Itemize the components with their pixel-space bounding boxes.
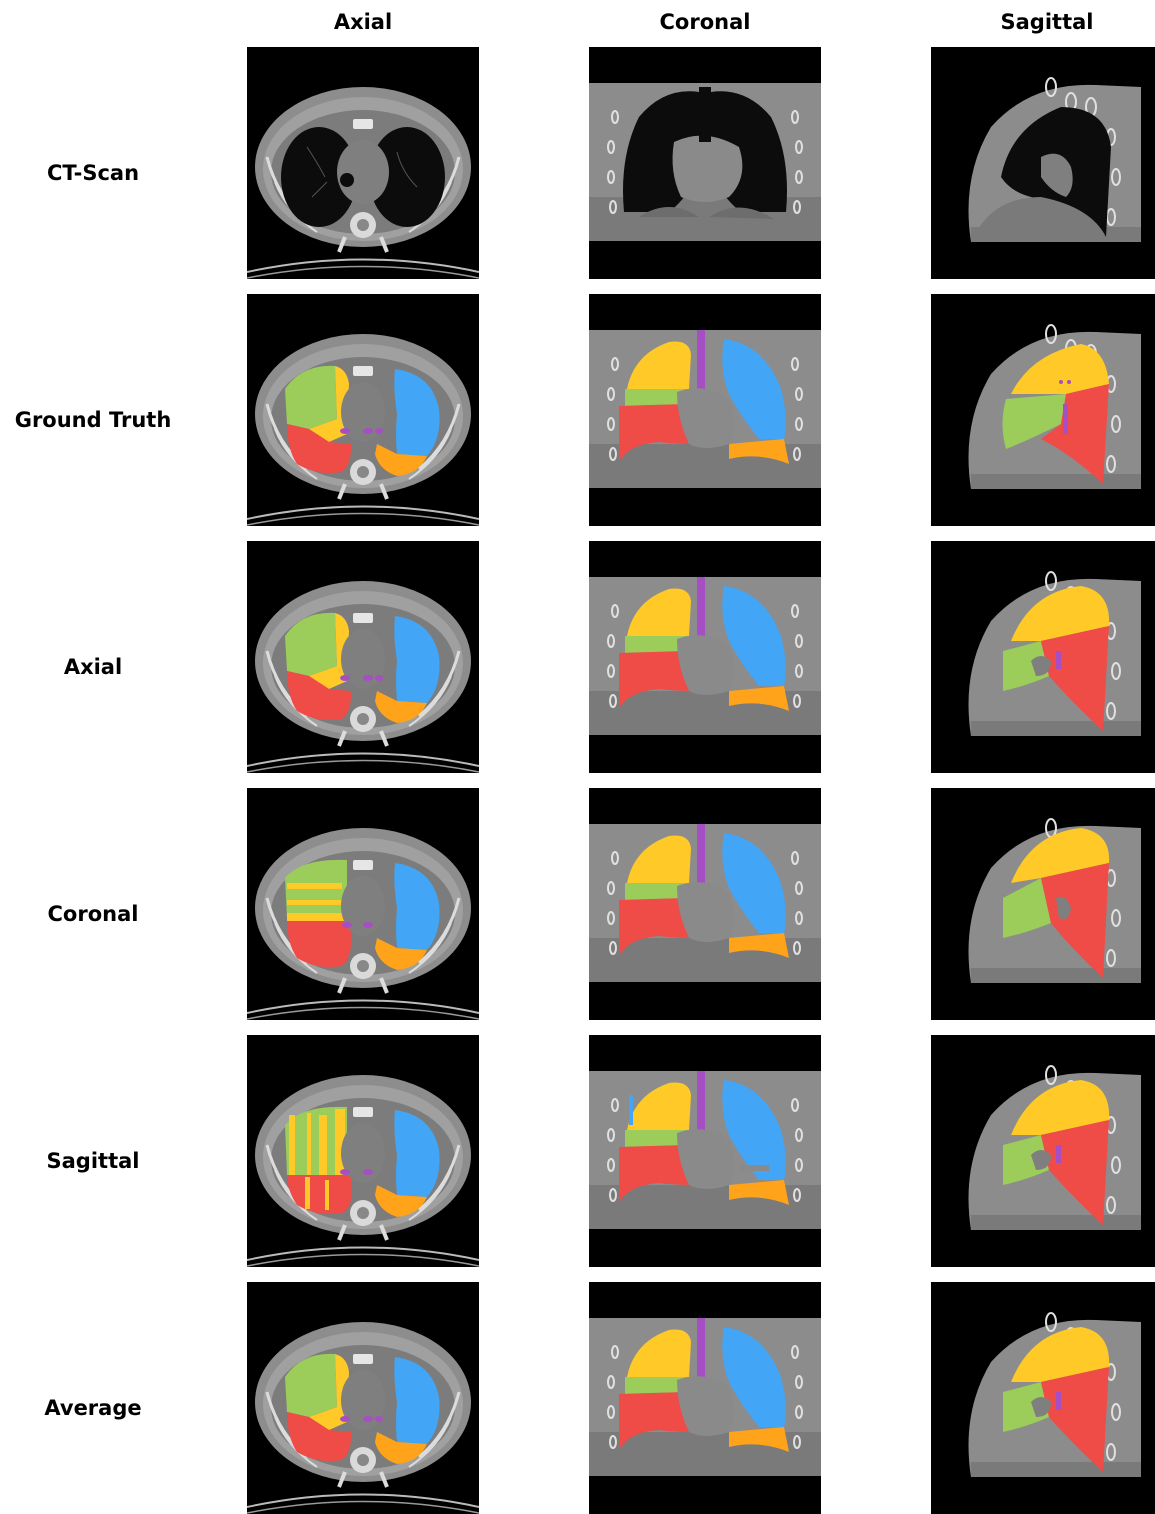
row-label-average: Average bbox=[44, 1396, 142, 1420]
row-label-axial: Axial bbox=[63, 655, 123, 679]
column-header-sagittal: Sagittal bbox=[1000, 10, 1094, 34]
panel-ground-truth-coronal-view bbox=[589, 294, 821, 526]
panel-ground-truth-sagittal-view bbox=[931, 294, 1155, 526]
panel-sagittal-axial-view bbox=[247, 1035, 479, 1267]
panel-ct-scan-sagittal-view bbox=[931, 47, 1155, 279]
panel-coronal-sagittal-view bbox=[931, 788, 1155, 1020]
panel-axial-sagittal-view bbox=[931, 541, 1155, 773]
panel-coronal-axial-view bbox=[247, 788, 479, 1020]
row-label-coronal: Coronal bbox=[47, 902, 139, 926]
column-header-coronal: Coronal bbox=[659, 10, 751, 34]
row-label-sagittal: Sagittal bbox=[46, 1149, 140, 1173]
panel-average-coronal-view bbox=[589, 1282, 821, 1514]
panel-axial-axial-view bbox=[247, 541, 479, 773]
panel-sagittal-coronal-view bbox=[589, 1035, 821, 1267]
column-header-axial: Axial bbox=[333, 10, 393, 34]
panel-axial-coronal-view bbox=[589, 541, 821, 773]
panel-ct-scan-coronal-view bbox=[589, 47, 821, 279]
panel-coronal-coronal-view bbox=[589, 788, 821, 1020]
panel-average-sagittal-view bbox=[931, 1282, 1155, 1514]
row-label-ground-truth: Ground Truth bbox=[14, 408, 172, 432]
panel-average-axial-view bbox=[247, 1282, 479, 1514]
panel-sagittal-sagittal-view bbox=[931, 1035, 1155, 1267]
row-label-ct-scan: CT-Scan bbox=[46, 161, 140, 185]
panel-ct-scan-axial-view bbox=[247, 47, 479, 279]
panel-ground-truth-axial-view bbox=[247, 294, 479, 526]
